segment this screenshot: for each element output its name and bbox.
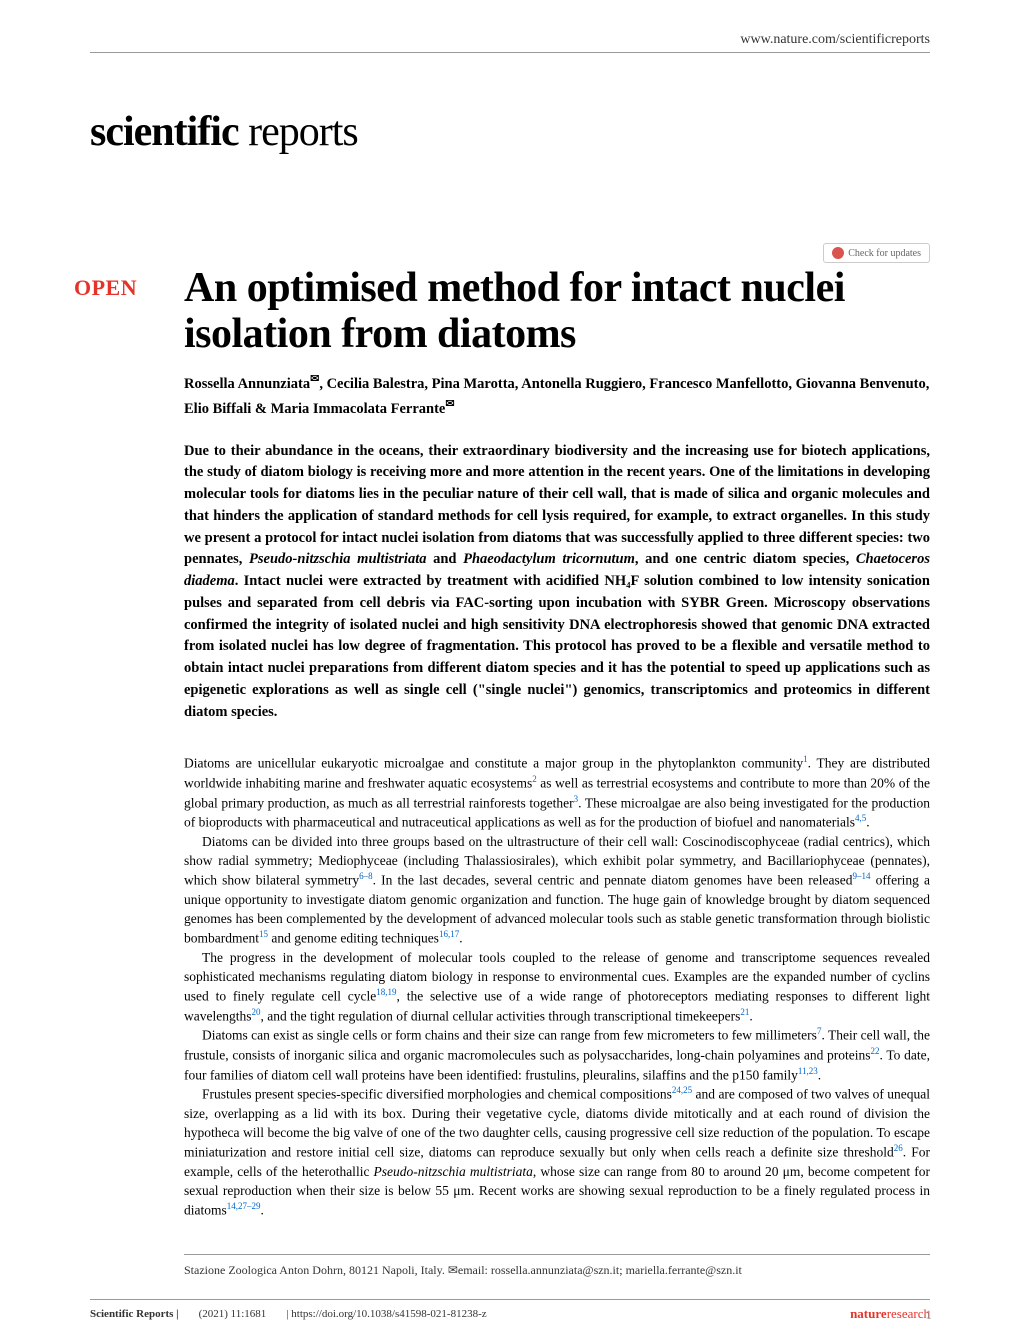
body-paragraph-2: Diatoms can be divided into three groups… bbox=[184, 832, 930, 948]
article-content: OPEN An optimised method for intact nucl… bbox=[90, 265, 930, 1220]
footer-doi: | https://doi.org/10.1038/s41598-021-812… bbox=[286, 1308, 486, 1320]
page-footer: Scientific Reports | (2021) 11:1681 | ht… bbox=[90, 1299, 930, 1322]
body-paragraph-3: The progress in the development of molec… bbox=[184, 948, 930, 1026]
header-url: www.nature.com/scientificreports bbox=[740, 32, 930, 48]
check-updates-icon bbox=[832, 247, 844, 259]
open-access-badge: OPEN bbox=[74, 275, 137, 301]
mail-icon: ✉ bbox=[445, 398, 454, 410]
footer-journal: Scientific Reports | bbox=[90, 1308, 179, 1320]
header-rule bbox=[90, 52, 930, 53]
article-authors: Rossella Annunziata✉, Cecilia Balestra, … bbox=[184, 371, 930, 420]
footer-citation: Scientific Reports | (2021) 11:1681 | ht… bbox=[90, 1308, 487, 1320]
body-paragraph-5: Frustules present species-specific diver… bbox=[184, 1084, 930, 1220]
article-body: Diatoms are unicellular eukaryotic micro… bbox=[184, 753, 930, 1220]
body-paragraph-1: Diatoms are unicellular eukaryotic micro… bbox=[184, 753, 930, 832]
journal-logo-light: reports bbox=[239, 109, 358, 155]
mail-icon: ✉ bbox=[310, 373, 319, 385]
publisher-light: research bbox=[887, 1306, 930, 1321]
check-updates-label: Check for updates bbox=[848, 248, 921, 259]
publisher-logo: natureresearch bbox=[850, 1306, 930, 1322]
journal-logo-bold: scientific bbox=[90, 109, 239, 155]
body-paragraph-4: Diatoms can exist as single cells or for… bbox=[184, 1025, 930, 1084]
affiliation: Stazione Zoologica Anton Dohrn, 80121 Na… bbox=[184, 1254, 930, 1278]
article-title: An optimised method for intact nuclei is… bbox=[184, 265, 930, 357]
publisher-bold: nature bbox=[850, 1306, 887, 1321]
check-updates-button[interactable]: Check for updates bbox=[823, 243, 930, 263]
footer-citation-text: (2021) 11:1681 bbox=[199, 1308, 267, 1320]
page-number: 1 bbox=[926, 1307, 933, 1323]
author-corresponding-1: Rossella Annunziata bbox=[184, 376, 310, 392]
article-abstract: Due to their abundance in the oceans, th… bbox=[184, 441, 930, 724]
journal-logo: scientific reports bbox=[90, 108, 358, 156]
